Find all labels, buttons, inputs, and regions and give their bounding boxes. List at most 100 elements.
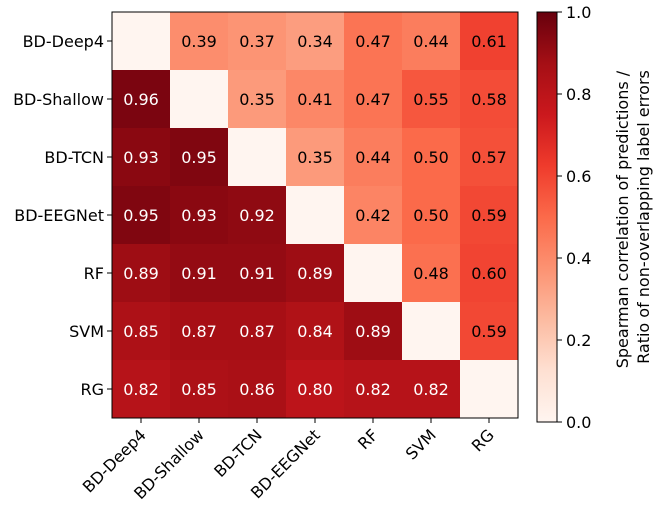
- cell-value-label: 0.47: [355, 32, 391, 51]
- heatmap-cell: [402, 70, 461, 129]
- heatmap-cell: [402, 186, 461, 245]
- cell-value-label: 0.60: [471, 264, 507, 283]
- heatmap-cell: [286, 12, 345, 71]
- heatmap-cell: [170, 128, 229, 187]
- y-tick-label: BD-Shallow: [13, 90, 104, 109]
- y-tick-label: RF: [84, 264, 104, 283]
- x-tick-label: BD-TCN: [210, 425, 266, 481]
- heatmap-cell: [344, 128, 403, 187]
- heatmap-cell: [286, 186, 345, 245]
- cell-value-label: 0.96: [123, 90, 159, 109]
- cell-value-label: 0.95: [123, 206, 159, 225]
- cell-value-label: 0.44: [355, 148, 391, 167]
- heatmap-cell: [228, 360, 287, 419]
- heatmap-cell: [112, 70, 171, 129]
- heatmap-cell: [228, 12, 287, 71]
- cell-value-label: 0.41: [297, 90, 333, 109]
- cell-value-label: 0.82: [123, 380, 159, 399]
- cell-value-label: 0.39: [181, 32, 217, 51]
- cell-value-label: 0.87: [239, 322, 275, 341]
- cell-value-label: 0.59: [471, 206, 507, 225]
- heatmap-cell: [344, 70, 403, 129]
- cell-value-label: 0.44: [413, 32, 449, 51]
- colorbar-label: Spearman correlation of predictions / Ra…: [613, 66, 653, 369]
- heatmap-cell: [170, 244, 229, 303]
- y-tick-label: SVM: [69, 322, 104, 341]
- colorbar-tick-label: 0.4: [566, 249, 591, 268]
- heatmap-cell: [344, 186, 403, 245]
- heatmap-cell: [402, 302, 461, 361]
- cell-value-label: 0.89: [123, 264, 159, 283]
- cell-value-label: 0.87: [181, 322, 217, 341]
- heatmap-cell: [170, 302, 229, 361]
- heatmap-cell: [286, 70, 345, 129]
- cell-value-label: 0.34: [297, 32, 333, 51]
- cell-value-label: 0.55: [413, 90, 449, 109]
- y-tick-label: BD-EEGNet: [14, 206, 104, 225]
- heatmap-cell-labels: 0.39 0.37 0.34 0.47 0.44 0.61 0.96 0.35 0.41 0.47…: [123, 32, 507, 399]
- colorbar-tick-label: 0.6: [566, 167, 591, 186]
- cell-value-label: 0.58: [471, 90, 507, 109]
- heatmap-cell: [228, 70, 287, 129]
- colorbar-tick-label: 0.2: [566, 331, 591, 350]
- heatmap-cell: [460, 186, 519, 245]
- heatmap-cell: [344, 12, 403, 71]
- colorbar-tick-label: 0.8: [566, 85, 591, 104]
- heatmap-cells: [112, 12, 519, 419]
- heatmap-cell: [228, 186, 287, 245]
- y-tick-label: BD-Deep4: [23, 32, 104, 51]
- heatmap-cell: [460, 128, 519, 187]
- heatmap-cell: [170, 360, 229, 419]
- x-tick-label: RG: [468, 425, 498, 455]
- heatmap-cell: [112, 12, 171, 71]
- cell-value-label: 0.84: [297, 322, 333, 341]
- heatmap-cell: [112, 128, 171, 187]
- heatmap-cell: [402, 244, 461, 303]
- cell-value-label: 0.47: [355, 90, 391, 109]
- cell-value-label: 0.93: [181, 206, 217, 225]
- heatmap-cell: [460, 302, 519, 361]
- heatmap-cell: [228, 302, 287, 361]
- cell-value-label: 0.89: [355, 322, 391, 341]
- cell-value-label: 0.89: [297, 264, 333, 283]
- cell-value-label: 0.92: [239, 206, 275, 225]
- cell-value-label: 0.82: [355, 380, 391, 399]
- heatmap-cell: [286, 244, 345, 303]
- heatmap-cell: [402, 12, 461, 71]
- cell-value-label: 0.91: [181, 264, 217, 283]
- cell-value-label: 0.42: [355, 206, 391, 225]
- cell-value-label: 0.48: [413, 264, 449, 283]
- cell-value-label: 0.95: [181, 148, 217, 167]
- colorbar-label-line-2: Ratio of non-overlapping label errors: [634, 70, 653, 364]
- cell-value-label: 0.86: [239, 380, 275, 399]
- heatmap-cell: [402, 128, 461, 187]
- cell-value-label: 0.85: [181, 380, 217, 399]
- cell-value-label: 0.80: [297, 380, 333, 399]
- heatmap-cell: [460, 70, 519, 129]
- cell-value-label: 0.91: [239, 264, 275, 283]
- y-tick-label: BD-TCN: [44, 148, 104, 167]
- heatmap-cell: [286, 128, 345, 187]
- heatmap-cell: [170, 186, 229, 245]
- heatmap-cell: [344, 360, 403, 419]
- colorbar-tick-label: 1.0: [566, 3, 591, 22]
- y-axis-ticks: BD-Deep4 BD-Shallow BD-TCN BD-EEGNet RF SVM RG: [13, 32, 112, 399]
- heatmap-cell: [170, 12, 229, 71]
- heatmap-cell: [286, 360, 345, 419]
- heatmap-cell: [170, 70, 229, 129]
- colorbar-frame: [536, 11, 558, 423]
- cell-value-label: 0.37: [239, 32, 275, 51]
- cell-value-label: 0.61: [471, 32, 507, 51]
- cell-value-label: 0.35: [297, 148, 333, 167]
- colorbar-ticks: 0.0 0.2 0.4 0.6 0.8 1.0: [557, 3, 591, 432]
- cell-value-label: 0.93: [123, 148, 159, 167]
- heatmap-cell: [228, 244, 287, 303]
- cell-value-label: 0.85: [123, 322, 159, 341]
- cell-value-label: 0.50: [413, 206, 449, 225]
- heatmap-cell: [286, 302, 345, 361]
- colorbar-tick-label: 0.0: [566, 413, 591, 432]
- y-tick-label: RG: [80, 380, 104, 399]
- cell-value-label: 0.50: [413, 148, 449, 167]
